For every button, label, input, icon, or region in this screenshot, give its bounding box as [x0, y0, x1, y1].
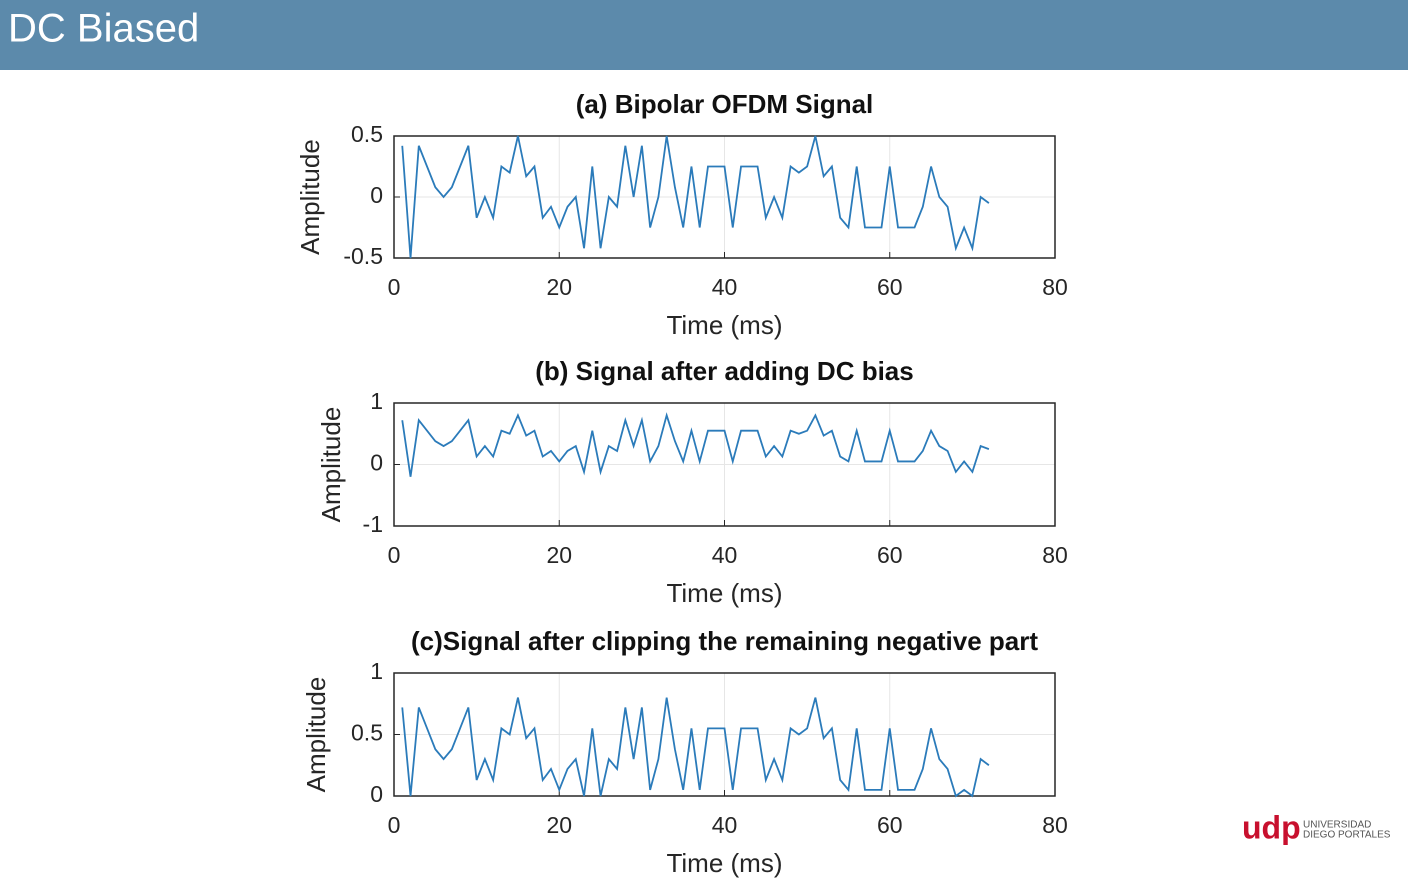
logo-line: DIEGO PORTALES [1303, 830, 1391, 841]
x-axis-label: Time (ms) [666, 848, 782, 878]
y-axis-label: Amplitude [316, 407, 346, 523]
signal-line [401, 135, 990, 259]
y-tick-label: 1 [370, 388, 383, 414]
x-tick-label: 40 [712, 812, 738, 838]
y-tick-label: 0 [370, 182, 383, 208]
signal-line [401, 697, 990, 798]
y-tick-label: -1 [363, 511, 383, 537]
x-tick-label: 60 [877, 542, 903, 568]
x-tick-label: 20 [546, 274, 572, 300]
y-tick-label: 1 [370, 658, 383, 684]
y-tick-label: 0.5 [351, 720, 383, 746]
y-tick-label: 0 [370, 450, 383, 476]
x-tick-label: 0 [388, 542, 401, 568]
x-tick-label: 80 [1042, 542, 1068, 568]
chart-title: (b) Signal after adding DC bias [535, 356, 913, 386]
y-tick-label: 0 [370, 781, 383, 807]
header-title: DC Biased [8, 7, 199, 51]
logo-mark: udp [1242, 809, 1301, 845]
x-tick-label: 20 [546, 542, 572, 568]
plot-frame [393, 135, 1056, 259]
x-tick-label: 20 [546, 812, 572, 838]
x-tick-label: 0 [388, 274, 401, 300]
y-tick-label: -0.5 [343, 243, 383, 269]
plot-frame [393, 672, 1056, 797]
plot-frame [393, 402, 1056, 527]
x-tick-label: 40 [712, 542, 738, 568]
x-axis-label: Time (ms) [666, 310, 782, 340]
signal-line [401, 412, 990, 477]
x-tick-label: 60 [877, 812, 903, 838]
header-bar [0, 0, 1408, 70]
chart-title: (a) Bipolar OFDM Signal [576, 89, 874, 119]
y-tick-label: 0.5 [351, 121, 383, 147]
x-tick-label: 60 [877, 274, 903, 300]
x-tick-label: 80 [1042, 812, 1068, 838]
x-tick-label: 80 [1042, 274, 1068, 300]
y-axis-label: Amplitude [295, 139, 325, 255]
x-tick-label: 40 [712, 274, 738, 300]
x-tick-label: 0 [388, 812, 401, 838]
logo-line: UNIVERSIDAD [1303, 820, 1371, 831]
chart-title: (c)Signal after clipping the remaining n… [411, 626, 1038, 656]
y-axis-label: Amplitude [301, 677, 331, 793]
x-axis-label: Time (ms) [666, 578, 782, 608]
